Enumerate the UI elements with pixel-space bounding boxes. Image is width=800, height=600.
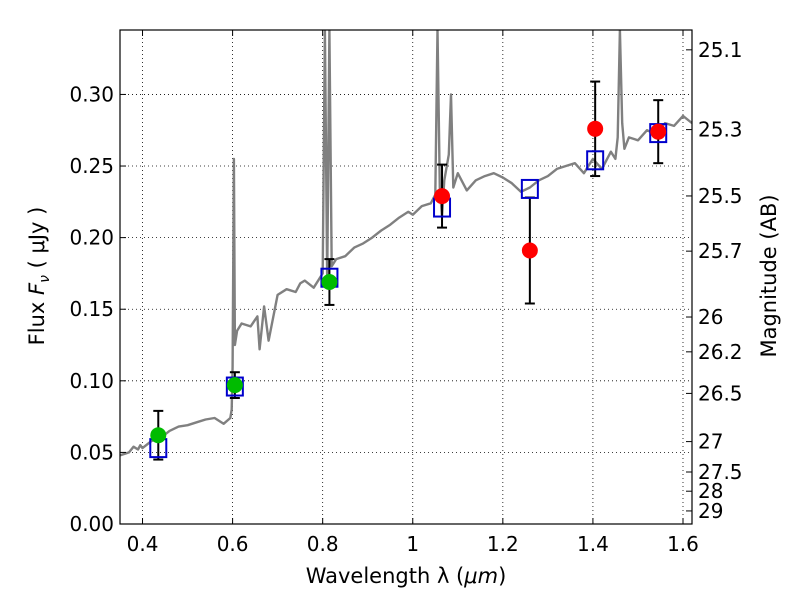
x-axis-label-prefix: Wavelength λ ( [306, 564, 465, 588]
observed-point [150, 427, 167, 444]
y2-tick-label: 28 [698, 479, 723, 503]
x-tick-label: 1 [406, 532, 419, 556]
y-axis-label-subscript: ν [37, 275, 53, 283]
y2-tick-label: 25.3 [698, 118, 743, 142]
y2-axis-label: Magnitude (AB) [757, 194, 781, 357]
x-axis-label-unit: μm [463, 564, 498, 588]
y2-tick-label: 26 [698, 305, 723, 329]
model-photometry-square [520, 178, 539, 199]
x-tick-label: 0.8 [307, 532, 339, 556]
x-tick-label: 1.2 [487, 532, 519, 556]
y-axis-label-symbol: F [25, 282, 49, 295]
y2-tick-label: 29 [698, 499, 723, 523]
x-axis-label: Wavelength λ (μm) [306, 564, 507, 588]
y2-tick-label: 25.5 [698, 184, 743, 208]
y2-tick-label: 25.7 [698, 239, 743, 263]
observed-point [587, 120, 604, 137]
y-axis: 0.00 0.05 0.10 0.15 0.20 0.25 0.30 [69, 82, 126, 536]
x-tick-label: 1.4 [577, 532, 609, 556]
y2-tick-label: 25.1 [698, 38, 743, 62]
model-photometry-square [586, 150, 605, 171]
observed-point [321, 274, 338, 291]
x-axis-label-suffix: ) [498, 564, 506, 588]
y2-tick-label: 27.5 [698, 460, 743, 484]
y2-tick-label: 27 [698, 430, 723, 454]
model-photometry-series [149, 123, 668, 459]
spectrum-series [120, 30, 692, 457]
y-axis-label: Flux Fν ( μJy ) [25, 207, 53, 346]
y-axis-label-prefix: Flux [25, 295, 49, 345]
y-tick-label: 0.00 [69, 512, 114, 536]
y-tick-label: 0.10 [69, 369, 114, 393]
y2-tick-label: 26.5 [698, 381, 743, 405]
y-axis-label-suffix: ( μJy ) [25, 207, 49, 275]
error-bars [153, 80, 664, 461]
x-tick-label: 1.6 [667, 532, 699, 556]
spectrum-line [120, 30, 692, 457]
y-tick-label: 0.15 [69, 297, 114, 321]
y-tick-label: 0.25 [69, 154, 114, 178]
y-tick-label: 0.30 [69, 82, 114, 106]
plot-frame [119, 29, 693, 525]
x-tick-label: 0.4 [127, 532, 159, 556]
observed-point [650, 123, 667, 140]
y-tick-label: 0.05 [69, 440, 114, 464]
observed-point [521, 242, 538, 259]
y2-tick-label: 26.2 [698, 340, 743, 364]
y-tick-label: 0.20 [69, 226, 114, 250]
x-axis: 0.4 0.6 0.8 1 1.2 1.4 1.6 [127, 30, 699, 556]
observed-point [434, 188, 451, 205]
observed-photometry-series [150, 120, 667, 444]
x-tick-label: 0.6 [217, 532, 249, 556]
grid [120, 30, 692, 525]
observed-point [226, 377, 243, 394]
